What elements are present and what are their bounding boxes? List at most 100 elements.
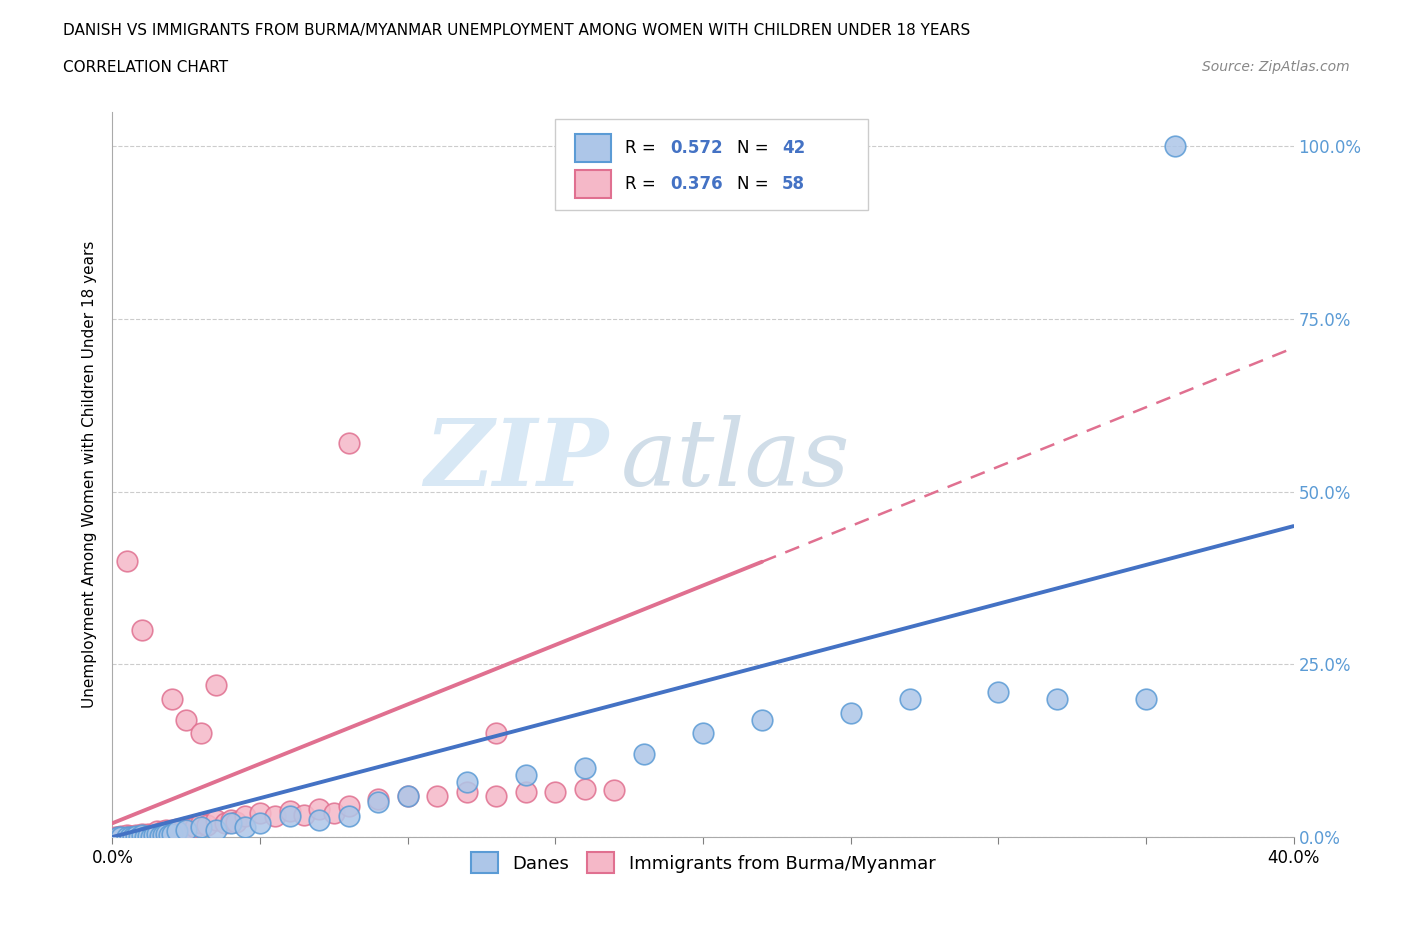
Point — [205, 812, 228, 827]
Point — [249, 816, 271, 830]
Point — [110, 830, 132, 844]
Point — [278, 804, 301, 818]
Point — [134, 830, 156, 844]
Point — [128, 830, 150, 844]
Legend: Danes, Immigrants from Burma/Myanmar: Danes, Immigrants from Burma/Myanmar — [461, 844, 945, 883]
Point — [233, 819, 256, 834]
Point — [112, 830, 135, 844]
Point — [544, 785, 567, 800]
Point — [184, 819, 207, 834]
Point — [751, 712, 773, 727]
Point — [179, 821, 201, 836]
Point — [174, 819, 197, 834]
Point — [308, 802, 330, 817]
Point — [120, 830, 142, 844]
Point — [107, 830, 129, 844]
Point — [142, 826, 165, 841]
Point — [264, 809, 287, 824]
Point — [456, 785, 478, 800]
Point — [160, 823, 183, 838]
Point — [219, 812, 242, 827]
FancyBboxPatch shape — [575, 170, 610, 198]
Point — [1046, 691, 1069, 706]
Point — [1135, 691, 1157, 706]
Point — [122, 830, 145, 844]
Point — [166, 821, 188, 836]
Point — [157, 824, 180, 839]
Text: R =: R = — [626, 139, 661, 157]
Text: 0.376: 0.376 — [669, 175, 723, 193]
Point — [157, 828, 180, 843]
Text: R =: R = — [626, 175, 661, 193]
Point — [278, 809, 301, 824]
Point — [367, 791, 389, 806]
Point — [225, 815, 247, 830]
Point — [456, 775, 478, 790]
Point — [149, 829, 172, 844]
Point — [120, 829, 142, 844]
Point — [396, 788, 419, 803]
Point — [163, 824, 186, 839]
Point — [155, 823, 177, 838]
Point — [146, 824, 169, 839]
Point — [134, 828, 156, 843]
Point — [125, 829, 148, 844]
Point — [142, 828, 165, 843]
Point — [292, 807, 315, 822]
Point — [104, 830, 127, 844]
Point — [515, 767, 537, 782]
Text: atlas: atlas — [620, 415, 849, 505]
Point — [117, 553, 138, 568]
Point — [149, 826, 172, 841]
Text: N =: N = — [737, 175, 775, 193]
FancyBboxPatch shape — [575, 134, 610, 162]
Point — [169, 823, 191, 838]
Point — [1164, 139, 1187, 153]
Point — [205, 678, 228, 693]
Point — [485, 726, 508, 741]
Point — [249, 805, 271, 820]
Point — [146, 826, 169, 841]
Point — [987, 684, 1010, 699]
Point — [110, 829, 132, 844]
Point — [117, 830, 138, 844]
Text: CORRELATION CHART: CORRELATION CHART — [63, 60, 228, 75]
Point — [233, 809, 256, 824]
Point — [337, 799, 360, 814]
Point — [214, 816, 236, 830]
Point — [172, 821, 194, 836]
Point — [603, 782, 626, 797]
Point — [323, 805, 346, 820]
Text: DANISH VS IMMIGRANTS FROM BURMA/MYANMAR UNEMPLOYMENT AMONG WOMEN WITH CHILDREN U: DANISH VS IMMIGRANTS FROM BURMA/MYANMAR … — [63, 23, 970, 38]
Point — [136, 826, 159, 841]
Point — [131, 828, 153, 843]
Point — [485, 788, 508, 803]
Point — [219, 816, 242, 830]
Point — [574, 781, 596, 796]
Point — [117, 828, 138, 843]
Point — [125, 828, 148, 843]
Text: 42: 42 — [782, 139, 806, 157]
Point — [367, 795, 389, 810]
Point — [136, 829, 159, 844]
Point — [122, 830, 145, 844]
Point — [337, 436, 360, 451]
Point — [107, 830, 129, 844]
Point — [160, 691, 183, 706]
Text: Source: ZipAtlas.com: Source: ZipAtlas.com — [1202, 60, 1350, 74]
Point — [205, 823, 228, 838]
Point — [152, 824, 174, 839]
Point — [152, 828, 174, 843]
Point — [898, 691, 921, 706]
Text: N =: N = — [737, 139, 775, 157]
Point — [190, 726, 212, 741]
Point — [426, 788, 449, 803]
Point — [128, 829, 150, 844]
Point — [131, 622, 153, 637]
Point — [308, 812, 330, 827]
FancyBboxPatch shape — [555, 119, 869, 209]
Point — [166, 824, 188, 839]
Point — [190, 819, 212, 834]
Point — [139, 828, 162, 843]
Point — [155, 826, 177, 841]
